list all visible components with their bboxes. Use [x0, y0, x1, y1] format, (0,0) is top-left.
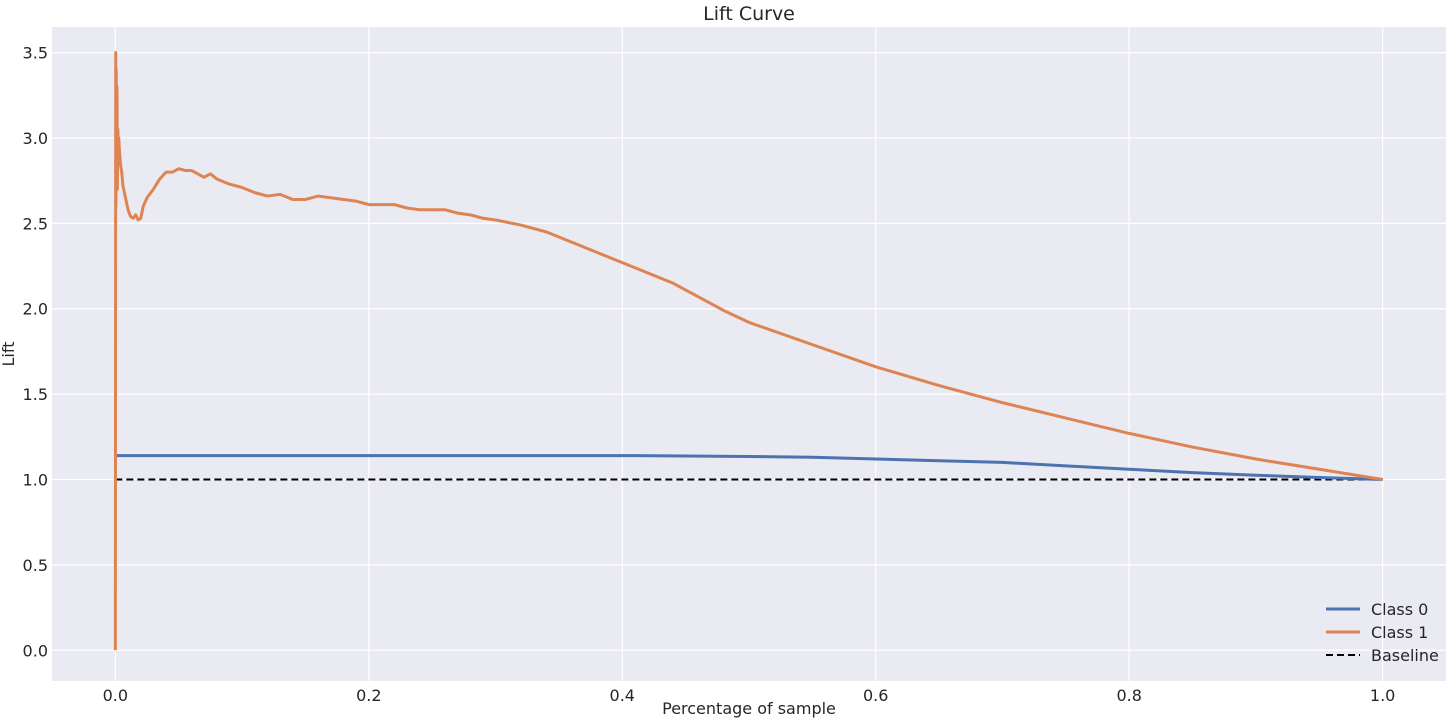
- legend: Class 0 Class 1 Baseline: [1326, 600, 1439, 665]
- legend-label: Baseline: [1371, 646, 1439, 665]
- class-1-line: [113, 51, 1383, 651]
- series-lines: [113, 51, 1383, 651]
- x-tick-label: 0.0: [103, 686, 128, 705]
- x-tick-label: 1.0: [1370, 686, 1395, 705]
- legend-label: Class 0: [1371, 600, 1428, 619]
- legend-label: Class 1: [1371, 623, 1428, 642]
- y-tick-label: 3.5: [23, 44, 48, 63]
- y-tick-label: 2.0: [23, 300, 48, 319]
- y-tick-label: 0.0: [23, 641, 48, 660]
- y-tick-label: 2.5: [23, 214, 48, 233]
- y-tick-label: 0.5: [23, 556, 48, 575]
- x-tick-label: 0.2: [356, 686, 381, 705]
- y-tick-label: 1.5: [23, 385, 48, 404]
- grid-lines: [52, 27, 1446, 681]
- tick-labels: 0.0 0.2 0.4 0.6 0.8 1.0 0.0 0.5 1.0 1.5 2.0 2.5 3.0 3…: [23, 44, 1396, 705]
- class-0-line: [115, 454, 1383, 482]
- chart-title: Lift Curve: [703, 3, 795, 25]
- x-tick-label: 0.6: [863, 686, 888, 705]
- x-tick-label: 0.4: [610, 686, 635, 705]
- y-tick-label: 1.0: [23, 471, 48, 490]
- y-axis-label: Lift: [0, 342, 18, 367]
- x-axis-label: Percentage of sample: [662, 699, 836, 718]
- plot-area: [52, 27, 1446, 681]
- x-tick-label: 0.8: [1116, 686, 1141, 705]
- y-tick-label: 3.0: [23, 129, 48, 148]
